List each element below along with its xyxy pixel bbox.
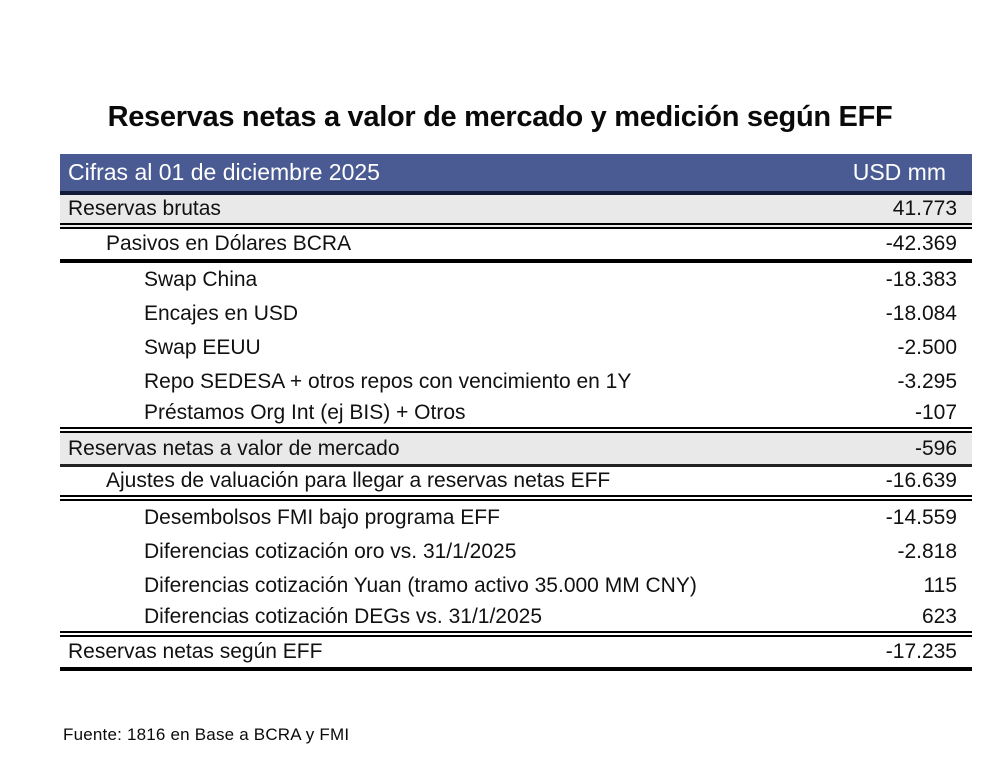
row-value: 623	[921, 605, 957, 628]
row-value: -18.084	[885, 302, 957, 325]
row-label: Repo SEDESA + otros repos con vencimient…	[144, 370, 632, 393]
reserves-table: Cifras al 01 de diciembre 2025 USD mm Re…	[60, 154, 972, 671]
table-row: Repo SEDESA + otros repos con vencimient…	[60, 365, 972, 399]
row-label: Reservas netas según EFF	[68, 640, 323, 663]
table-row: Préstamos Org Int (ej BIS) + Otros -107	[60, 399, 972, 433]
row-label: Ajustes de valuación para llegar a reser…	[106, 469, 611, 492]
row-label: Encajes en USD	[144, 302, 299, 325]
table-row: Swap China -18.383	[60, 263, 972, 297]
row-value: 115	[923, 574, 957, 597]
table-row: Encajes en USD -18.084	[60, 297, 972, 331]
row-label: Diferencias cotización oro vs. 31/1/2025	[144, 540, 517, 563]
table-rows: Reservas brutas 41.773 Pasivos en Dólares …	[60, 195, 972, 671]
row-value: -2.818	[897, 540, 957, 563]
row-value: -107	[914, 401, 957, 424]
row-value: -596	[914, 436, 957, 460]
row-value: -16.639	[885, 469, 957, 492]
row-label: Reservas netas a valor de mercado	[68, 436, 400, 460]
row-label: Préstamos Org Int (ej BIS) + Otros	[144, 401, 466, 424]
table-row: Diferencias cotización oro vs. 31/1/2025…	[60, 535, 972, 569]
page-title: Reservas netas a valor de mercado y medi…	[107, 101, 893, 133]
row-value: -17.235	[885, 640, 957, 663]
table-header-unit: USD mm	[852, 159, 946, 185]
row-label: Reservas brutas	[68, 197, 221, 220]
table-row: Diferencias cotización DEGs vs. 31/1/202…	[60, 603, 972, 637]
row-value: -14.559	[885, 506, 957, 529]
table-header-label: Cifras al 01 de diciembre 2025	[68, 159, 380, 185]
row-label: Desembolsos FMI bajo programa EFF	[144, 506, 500, 529]
row-value: -42.369	[885, 232, 957, 255]
table-row: Swap EEUU -2.500	[60, 331, 972, 365]
row-label: Diferencias cotización DEGs vs. 31/1/202…	[144, 605, 543, 628]
row-value: -18.383	[885, 268, 957, 291]
row-value: 41.773	[892, 197, 957, 220]
table-header-row: Cifras al 01 de diciembre 2025 USD mm	[60, 154, 972, 195]
table-row: Reservas netas según EFF -17.235	[60, 637, 972, 671]
table-row: Reservas netas a valor de mercado -596	[60, 433, 972, 467]
table-row: Diferencias cotización Yuan (tramo activ…	[60, 569, 972, 603]
row-label: Pasivos en Dólares BCRA	[106, 232, 352, 255]
row-label: Swap EEUU	[144, 336, 261, 359]
row-label: Diferencias cotización Yuan (tramo activ…	[144, 574, 697, 597]
table-row: Desembolsos FMI bajo programa EFF -14.559	[60, 501, 972, 535]
table-row: Ajustes de valuación para llegar a reser…	[60, 467, 972, 501]
source-note: Fuente: 1816 en Base a BCRA y FMI	[63, 725, 350, 744]
row-value: -3.295	[897, 370, 957, 393]
table-row: Pasivos en Dólares BCRA -42.369	[60, 229, 972, 263]
table-row: Reservas brutas 41.773	[60, 195, 972, 229]
row-label: Swap China	[144, 268, 258, 291]
row-value: -2.500	[897, 336, 957, 359]
